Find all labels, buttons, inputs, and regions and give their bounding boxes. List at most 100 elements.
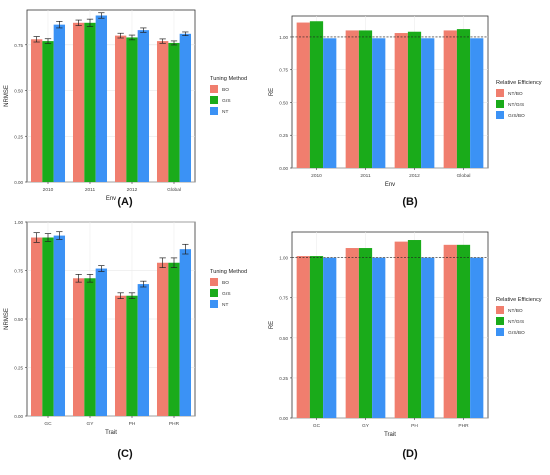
- legend-swatch: [496, 317, 504, 325]
- x-tick-label: PH: [129, 421, 136, 427]
- legend-swatch: [496, 306, 504, 314]
- y-tick-label: 0.25: [279, 376, 288, 381]
- y-axis-title: RE: [269, 88, 275, 96]
- y-tick-label: 0.00: [14, 414, 23, 419]
- bar: [421, 257, 435, 418]
- panel-label: (D): [402, 448, 418, 460]
- y-tick-label: 0.25: [279, 133, 288, 138]
- bar: [30, 237, 43, 416]
- legend-label: BO: [222, 87, 229, 93]
- legend-label: GrS/BO: [508, 330, 525, 336]
- legend-label: NT: [222, 109, 228, 115]
- legend-label: GrS: [222, 291, 231, 297]
- bar: [42, 237, 54, 416]
- x-tick-label: GY: [362, 423, 370, 429]
- y-tick-label: 0.75: [279, 296, 288, 301]
- bar: [72, 22, 85, 183]
- x-tick-label: 2011: [85, 187, 96, 193]
- bar: [394, 241, 408, 418]
- bar: [345, 248, 359, 418]
- x-tick-label: Global: [457, 173, 471, 179]
- x-axis-title: Trait: [384, 432, 396, 438]
- x-axis-title: Env: [385, 182, 395, 188]
- bar: [372, 38, 386, 168]
- legend-swatch: [210, 289, 218, 297]
- legend-swatch: [496, 328, 504, 336]
- x-tick-label: GY: [87, 421, 95, 427]
- y-tick-label: 0.75: [14, 43, 23, 48]
- bar: [53, 235, 66, 416]
- y-tick-label: 0.50: [279, 100, 288, 105]
- legend-label: BO: [222, 280, 229, 286]
- bar: [95, 268, 108, 416]
- x-axis-title: Trait: [105, 430, 117, 436]
- chart-panel-2: 0.00 0.25 0.50 0.75 1.00 GC GY PH PHR Trait NRMSE T…: [4, 220, 247, 460]
- bar: [309, 256, 324, 418]
- legend-label: NT/BO: [508, 308, 523, 314]
- bar: [456, 244, 471, 418]
- x-tick-label: PHR: [458, 423, 469, 429]
- bar: [407, 31, 422, 169]
- bar: [126, 37, 138, 182]
- bar: [345, 30, 359, 169]
- bar: [323, 38, 337, 168]
- legend-label: NT/GrS: [508, 102, 524, 108]
- y-tick-label: 0.25: [14, 366, 23, 371]
- y-tick-label: 0.50: [279, 336, 288, 341]
- legend-label: NT/GrS: [508, 319, 524, 325]
- bar: [407, 240, 422, 418]
- chart-panel-3: 0.00 0.25 0.50 0.75 1.00 GC GY PH PHR Trait RE Rela…: [269, 231, 542, 460]
- legend-label: GrS: [222, 98, 231, 104]
- y-tick-label: 0.50: [14, 89, 23, 94]
- bar: [84, 22, 96, 183]
- legend-label: GrS/BO: [508, 113, 525, 119]
- y-tick-label: 1.00: [279, 256, 288, 261]
- bar: [470, 38, 484, 168]
- x-tick-label: GC: [44, 421, 52, 427]
- bar: [84, 278, 96, 416]
- bar: [372, 257, 386, 418]
- bar: [114, 35, 127, 182]
- bar: [323, 257, 337, 418]
- bar: [443, 30, 457, 169]
- x-tick-label: 2010: [43, 187, 54, 193]
- legend-swatch: [210, 278, 218, 286]
- y-axis-title: RE: [269, 321, 275, 329]
- bar: [358, 248, 373, 418]
- chart-panel-0: 0.00 0.25 0.50 0.75 2010 2011 2012 Global Env NRM…: [4, 9, 247, 208]
- x-tick-label: PHR: [169, 421, 180, 427]
- bar: [126, 295, 138, 416]
- legend-swatch: [496, 100, 504, 108]
- legend-label: NT: [222, 302, 228, 308]
- x-axis-title: Env: [106, 196, 116, 202]
- legend-swatch: [210, 300, 218, 308]
- bar: [137, 284, 150, 416]
- bar: [53, 24, 66, 182]
- x-tick-label: 2010: [311, 173, 322, 179]
- legend-swatch: [210, 85, 218, 93]
- bar: [95, 15, 108, 182]
- legend-title: Relative Efficiency: [496, 297, 542, 303]
- bar: [156, 262, 169, 416]
- x-tick-label: PH: [411, 423, 418, 429]
- bar: [114, 295, 127, 416]
- bar: [443, 244, 457, 418]
- x-tick-label: 2011: [360, 173, 371, 179]
- legend-title: Tuning Method: [210, 76, 247, 82]
- bar: [42, 41, 54, 182]
- x-tick-label: GC: [313, 423, 321, 429]
- bar: [72, 278, 85, 416]
- legend-title: Relative Efficiency: [496, 80, 542, 86]
- bar: [168, 42, 180, 182]
- x-tick-label: 2012: [127, 187, 138, 193]
- bar: [168, 262, 180, 416]
- legend-title: Tuning Method: [210, 269, 247, 275]
- bar: [156, 41, 169, 182]
- y-tick-label: 0.00: [14, 180, 23, 185]
- y-tick-label: 0.25: [14, 134, 23, 139]
- bar: [179, 249, 192, 416]
- legend-swatch: [496, 111, 504, 119]
- panel-label: (A): [117, 196, 133, 208]
